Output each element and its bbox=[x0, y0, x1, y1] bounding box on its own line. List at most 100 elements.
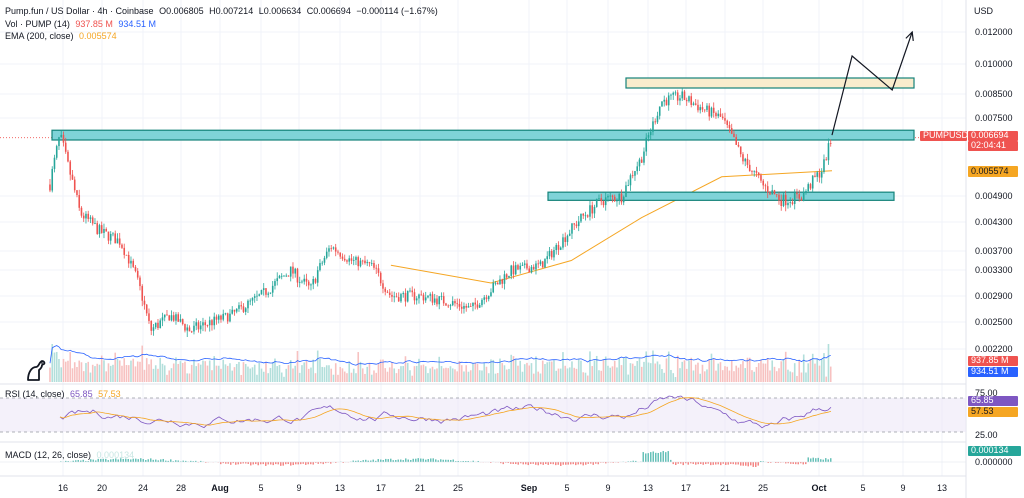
candle-body bbox=[663, 99, 666, 102]
macd-histogram-bar bbox=[582, 462, 584, 466]
macd-histogram-bar bbox=[660, 452, 662, 462]
candle-body bbox=[661, 101, 663, 107]
volume-bar bbox=[341, 368, 344, 382]
symbol-legend[interactable]: Pump.fun / US Dollar · 4h · Coinbase O0.… bbox=[5, 6, 441, 17]
candle-body bbox=[715, 112, 717, 117]
macd-histogram-bar bbox=[542, 462, 544, 465]
candle-body bbox=[467, 306, 470, 308]
price-tag-countdown-bg bbox=[968, 141, 1018, 151]
volume-bar bbox=[402, 366, 405, 382]
candle-body bbox=[220, 315, 222, 320]
candle-body bbox=[451, 301, 454, 306]
volume-bar bbox=[631, 363, 634, 382]
macd-histogram-bar bbox=[392, 460, 394, 462]
volume-bar bbox=[564, 365, 567, 382]
volume-bar bbox=[487, 373, 490, 382]
volume-bar bbox=[370, 374, 373, 382]
macd-histogram-bar bbox=[432, 458, 434, 462]
candle-body bbox=[733, 133, 735, 138]
macd-histogram-bar bbox=[642, 452, 644, 462]
volume-bar bbox=[357, 352, 360, 382]
candle-body bbox=[404, 293, 407, 302]
candle-body bbox=[150, 320, 153, 331]
volume-bar bbox=[184, 361, 186, 382]
macd-histogram-bar bbox=[77, 460, 79, 462]
macd-histogram-bar bbox=[490, 462, 492, 463]
volume-bar bbox=[258, 362, 261, 382]
macd-legend[interactable]: MACD (12, 26, close) 0.000134 bbox=[5, 450, 137, 461]
price-tag-symbol-bg bbox=[920, 131, 967, 141]
candle-body bbox=[505, 274, 508, 278]
macd-histogram-bar bbox=[820, 459, 822, 462]
macd-histogram-bar bbox=[550, 462, 552, 465]
candle-body bbox=[703, 109, 706, 111]
rsi-legend[interactable]: RSI (14, close) 65.85 57.53 bbox=[5, 389, 124, 400]
macd-histogram-bar bbox=[382, 459, 384, 462]
volume-bar bbox=[339, 366, 342, 382]
candle-body bbox=[697, 104, 699, 111]
time-tick-label: 5 bbox=[860, 483, 865, 493]
volume-bar bbox=[568, 367, 571, 382]
macd-histogram-bar bbox=[162, 458, 164, 462]
volume-bar bbox=[442, 368, 445, 382]
macd-histogram-bar bbox=[417, 458, 419, 462]
macd-histogram-bar bbox=[460, 461, 462, 462]
volume-bar bbox=[431, 366, 434, 382]
volume-bar bbox=[78, 360, 81, 382]
candle-body bbox=[519, 265, 522, 270]
macd-histogram-bar bbox=[462, 460, 464, 462]
candle-body bbox=[123, 247, 126, 255]
macd-histogram-bar bbox=[737, 462, 739, 465]
tradingview-logo-icon[interactable] bbox=[25, 358, 51, 384]
volume-bar bbox=[451, 368, 454, 382]
macd-histogram-bar bbox=[687, 462, 689, 465]
macd-histogram-bar bbox=[65, 460, 67, 462]
volume-bar bbox=[328, 365, 330, 382]
candle-body bbox=[739, 146, 742, 155]
macd-histogram-bar bbox=[592, 462, 594, 465]
candle-body bbox=[766, 186, 769, 193]
volume-bar bbox=[143, 369, 146, 382]
macd-histogram-bar bbox=[167, 460, 169, 462]
volume-bar bbox=[415, 365, 418, 382]
macd-histogram-bar bbox=[335, 462, 337, 463]
ema-legend[interactable]: EMA (200, close) 0.005574 bbox=[5, 31, 120, 42]
price-tick-label: 0.002500 bbox=[975, 317, 1013, 327]
volume-bar bbox=[186, 373, 189, 382]
volume-bar bbox=[478, 370, 481, 382]
macd-histogram-bar bbox=[120, 458, 122, 462]
candle-body bbox=[159, 320, 162, 329]
volume-bar bbox=[771, 360, 774, 382]
volume-bar bbox=[602, 360, 605, 382]
volume-bar bbox=[388, 367, 391, 382]
volume-legend[interactable]: Vol · PUMP (14) 937.85 M 934.51 M bbox=[5, 19, 159, 30]
support-resistance-zone bbox=[625, 77, 915, 89]
candle-body bbox=[746, 158, 749, 165]
macd-histogram-bar bbox=[200, 460, 202, 462]
volume-bar bbox=[755, 367, 758, 382]
candle-body bbox=[546, 256, 549, 260]
volume-bar bbox=[226, 365, 229, 382]
time-tick-label: 16 bbox=[58, 483, 68, 493]
volume-bar bbox=[562, 352, 564, 382]
macd-histogram-bar bbox=[680, 462, 682, 464]
volume-bar bbox=[490, 359, 492, 382]
candle-body bbox=[744, 158, 747, 162]
macd-histogram-bar bbox=[450, 459, 452, 462]
price-tick-label: 0.002200 bbox=[975, 344, 1013, 354]
candle-body bbox=[420, 294, 423, 296]
time-tick-label: 24 bbox=[138, 483, 148, 493]
macd-histogram-bar bbox=[72, 460, 74, 462]
volume-bar bbox=[593, 360, 596, 382]
candle-body bbox=[364, 260, 366, 264]
price-tag-countdown: 02:04:41 bbox=[971, 140, 1006, 150]
price-tick-label: 0.012000 bbox=[975, 27, 1013, 37]
volume-bar bbox=[683, 360, 686, 382]
macd-histogram-bar bbox=[525, 462, 527, 465]
volume-bar bbox=[274, 358, 276, 382]
volume-bar bbox=[166, 374, 168, 382]
candle-body bbox=[483, 297, 486, 300]
candle-body bbox=[382, 283, 384, 289]
candle-body bbox=[411, 290, 414, 293]
